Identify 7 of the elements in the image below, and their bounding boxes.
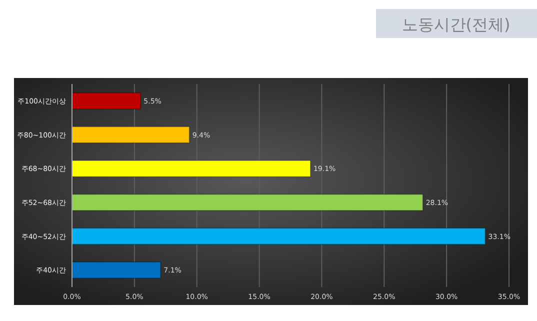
chart-title: 노동시간(전체) bbox=[402, 15, 510, 34]
bar bbox=[72, 228, 486, 245]
bar bbox=[72, 261, 162, 279]
bar bbox=[72, 126, 190, 144]
bar bbox=[72, 92, 142, 110]
bar bbox=[72, 160, 311, 178]
bar bbox=[72, 194, 424, 212]
